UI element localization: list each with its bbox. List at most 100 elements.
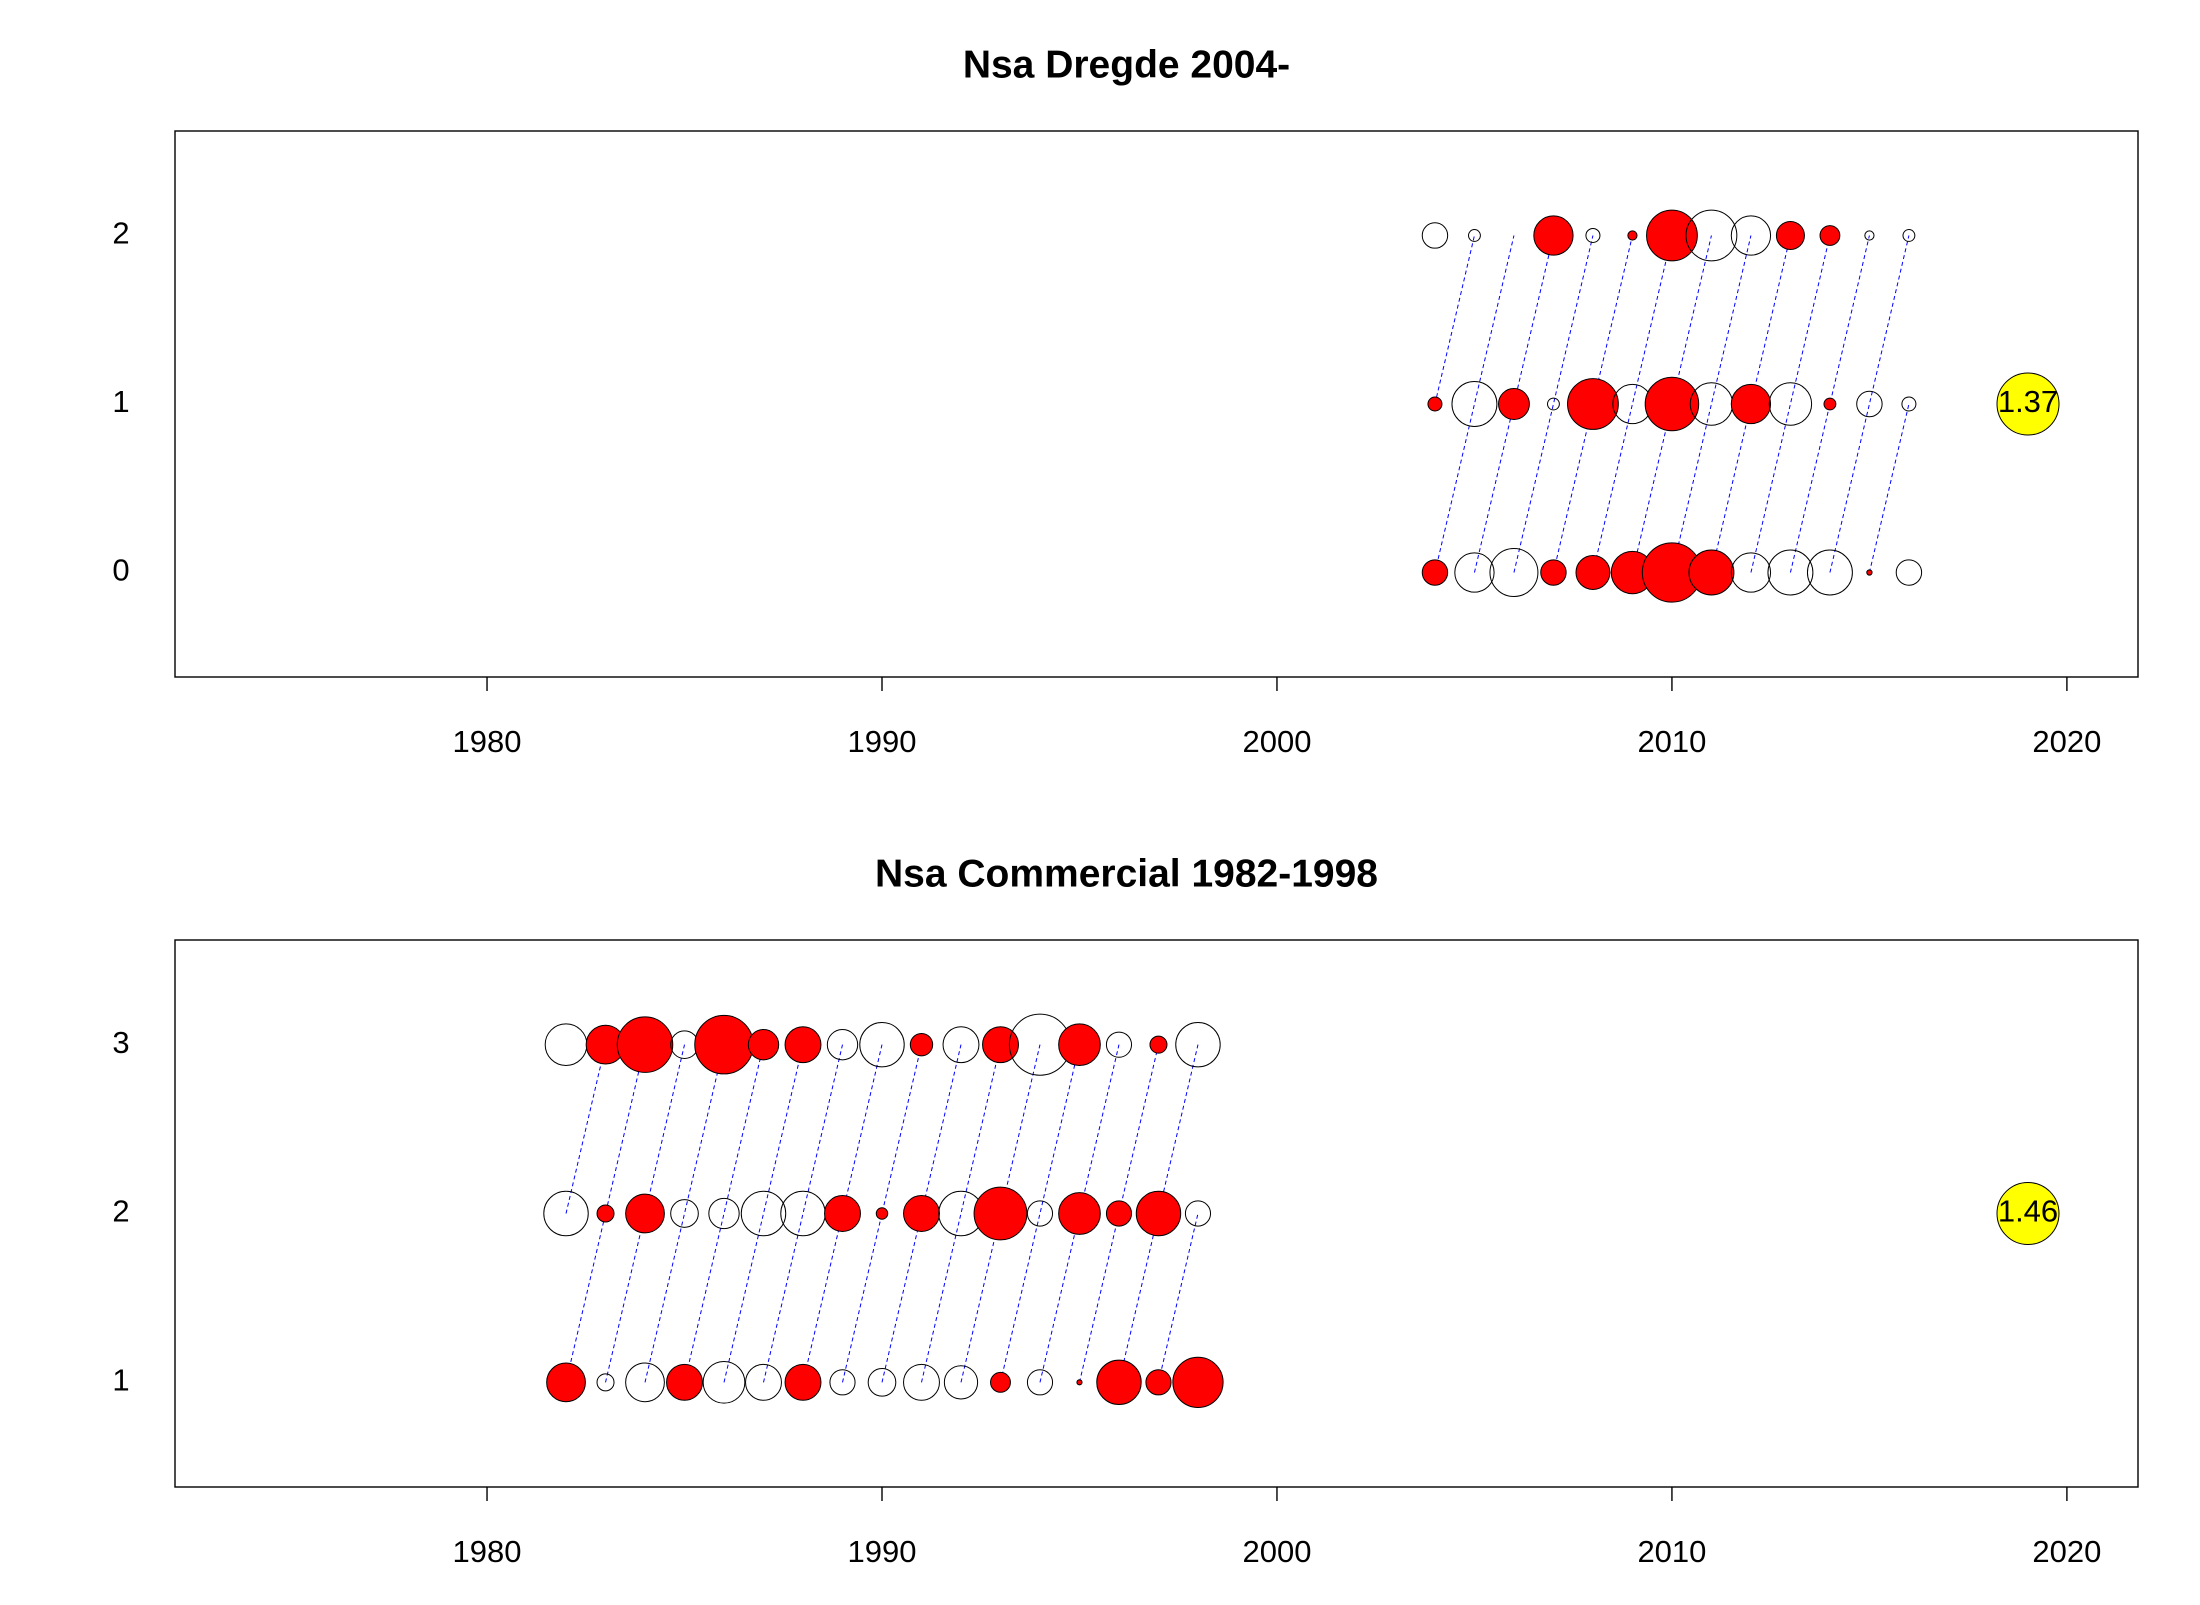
bubble bbox=[867, 1368, 897, 1397]
bubble bbox=[973, 1186, 1028, 1241]
cohort-line bbox=[1592, 235, 1673, 573]
bubble bbox=[747, 1028, 780, 1061]
bubble bbox=[1819, 225, 1841, 246]
y-tick-label: 3 bbox=[112, 1025, 129, 1060]
bubble bbox=[909, 1032, 934, 1057]
bubble bbox=[1864, 230, 1875, 241]
cohort-line bbox=[1157, 1213, 1199, 1383]
bubble bbox=[1498, 388, 1530, 420]
bubble bbox=[1533, 215, 1574, 256]
x-tick-label: 1990 bbox=[848, 724, 917, 759]
bubble bbox=[1145, 1369, 1172, 1396]
bubble bbox=[990, 1371, 1011, 1393]
bubble bbox=[1775, 220, 1805, 250]
cohort-line bbox=[881, 1044, 962, 1383]
bubble bbox=[546, 1362, 586, 1403]
bubble bbox=[1421, 222, 1449, 249]
bubble bbox=[1730, 552, 1772, 593]
cohort-line bbox=[565, 1044, 646, 1383]
cohort-line bbox=[1118, 1044, 1199, 1383]
cohort-line bbox=[763, 1044, 843, 1383]
y-tick-label: 2 bbox=[112, 1194, 129, 1229]
bubble bbox=[708, 1197, 740, 1230]
bubble bbox=[1058, 1023, 1101, 1067]
cohort-line bbox=[802, 1044, 883, 1383]
chart-title: Nsa Commercial 1982-1998 bbox=[875, 852, 1378, 895]
cohort-line bbox=[1078, 1044, 1159, 1383]
bubble bbox=[1730, 383, 1772, 425]
cohort-line bbox=[1750, 235, 1831, 573]
bubble bbox=[1768, 382, 1813, 426]
bubble bbox=[745, 1363, 782, 1401]
bubble bbox=[1135, 1190, 1182, 1237]
bubble bbox=[544, 1023, 588, 1067]
bubble bbox=[740, 1190, 787, 1237]
bubble bbox=[1468, 229, 1481, 242]
bubble bbox=[903, 1363, 940, 1401]
bubble bbox=[1688, 549, 1735, 596]
y-tick-label: 1 bbox=[112, 384, 129, 419]
bubble bbox=[824, 1195, 861, 1232]
bubble bbox=[1454, 552, 1495, 593]
bubble bbox=[1026, 1369, 1054, 1396]
x-tick-label: 2010 bbox=[1637, 1534, 1706, 1569]
bubble bbox=[616, 1016, 674, 1073]
cohort-line bbox=[1513, 235, 1594, 573]
plot-frame bbox=[174, 939, 2139, 1488]
bubble bbox=[829, 1369, 856, 1396]
panel: Nsa Commercial 1982-1998 1980 1990 2000 2010… bbox=[112, 852, 2139, 1569]
x-tick-label: 2000 bbox=[1242, 1534, 1311, 1569]
x-tick-label: 2000 bbox=[1242, 724, 1311, 759]
bubble bbox=[875, 1207, 889, 1220]
bubble bbox=[942, 1026, 980, 1064]
cohort-line bbox=[842, 1044, 922, 1383]
y-tick-label: 1 bbox=[112, 1363, 129, 1398]
x-tick-label: 2010 bbox=[1637, 724, 1706, 759]
cohort-line bbox=[1039, 1044, 1120, 1383]
bubble bbox=[784, 1363, 822, 1401]
bubble bbox=[1149, 1035, 1168, 1054]
bubble bbox=[784, 1026, 822, 1064]
bubble bbox=[1856, 390, 1883, 418]
bubble bbox=[1644, 376, 1700, 432]
bubble bbox=[666, 1363, 703, 1401]
cohort-line bbox=[1631, 235, 1712, 573]
bubble bbox=[1866, 569, 1873, 576]
cohort-line bbox=[1671, 235, 1752, 573]
bubble bbox=[1895, 559, 1923, 586]
bubble bbox=[826, 1028, 859, 1061]
cohort-line bbox=[1710, 235, 1791, 573]
bubble bbox=[1026, 1200, 1054, 1227]
bubble bbox=[1421, 559, 1449, 586]
bubble bbox=[1575, 555, 1611, 590]
bubble bbox=[1451, 381, 1498, 427]
y-tick-label: 2 bbox=[112, 216, 129, 251]
bubble bbox=[903, 1195, 940, 1232]
bubble bbox=[1567, 378, 1619, 430]
bubble bbox=[982, 1026, 1019, 1064]
cohort-line bbox=[1552, 235, 1633, 573]
legend-label: 1.37 bbox=[1998, 384, 2058, 419]
x-tick-label: 2020 bbox=[2032, 724, 2101, 759]
cohort-line bbox=[1434, 235, 1515, 573]
bubble bbox=[859, 1021, 905, 1068]
bubble bbox=[596, 1373, 615, 1392]
legend-bubble bbox=[1996, 372, 2060, 436]
cohort-line bbox=[960, 1044, 1041, 1383]
bubble bbox=[1096, 1359, 1142, 1406]
bubble bbox=[1058, 1192, 1101, 1235]
bubble bbox=[780, 1190, 826, 1237]
bubble bbox=[702, 1360, 746, 1404]
cohort-line bbox=[644, 1044, 725, 1383]
panel: Nsa Dregde 2004- 1980 1990 2000 2010 2020 0 1 2 1… bbox=[112, 43, 2139, 759]
bubble bbox=[1540, 559, 1567, 586]
bubble bbox=[1767, 549, 1814, 596]
cohort-line bbox=[1868, 403, 1910, 573]
bubble bbox=[1184, 1200, 1212, 1227]
bubble bbox=[1547, 397, 1560, 411]
bubble bbox=[1076, 1379, 1083, 1386]
bubble bbox=[1902, 229, 1916, 242]
cohort-line bbox=[723, 1044, 804, 1383]
bubble bbox=[670, 1030, 699, 1059]
